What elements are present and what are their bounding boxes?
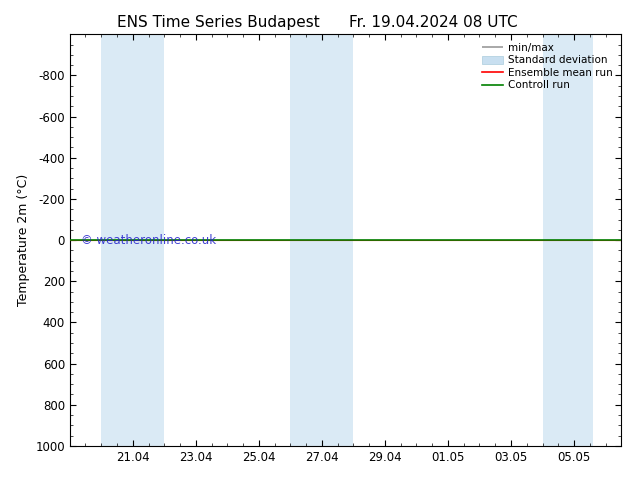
Text: ENS Time Series Budapest      Fr. 19.04.2024 08 UTC: ENS Time Series Budapest Fr. 19.04.2024 … bbox=[117, 15, 517, 30]
Legend: min/max, Standard deviation, Ensemble mean run, Controll run: min/max, Standard deviation, Ensemble me… bbox=[479, 40, 616, 94]
Bar bbox=[543, 34, 593, 446]
Bar bbox=[290, 34, 353, 446]
Text: © weatheronline.co.uk: © weatheronline.co.uk bbox=[81, 234, 216, 246]
Y-axis label: Temperature 2m (°C): Temperature 2m (°C) bbox=[16, 174, 30, 306]
Bar bbox=[101, 34, 164, 446]
